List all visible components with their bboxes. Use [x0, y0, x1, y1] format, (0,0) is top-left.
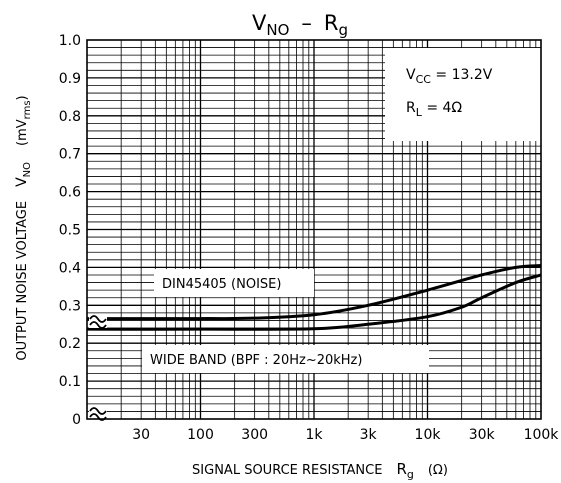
condition-rl-main: R [406, 100, 416, 116]
x-tick-label: 10k [415, 427, 442, 443]
y-tick-label: 0.3 [59, 298, 81, 314]
y-tick-label: 0 [72, 412, 81, 428]
condition-vcc-sub: CC [416, 73, 432, 86]
y-axis-label: OUTPUT NOISE VOLTAGE VNO (mVrms) [14, 95, 33, 360]
condition-vcc-value: = 13.2V [431, 67, 493, 83]
x-tick-label: 3k [360, 427, 378, 443]
x-axis-label-text: SIGNAL SOURCE RESISTANCE [192, 463, 382, 478]
condition-rl-sub: L [416, 106, 423, 119]
x-tick-labels: 30 100 300 1k 3k 10k 30k 100k [132, 427, 559, 443]
x-axis-symbol: R [396, 460, 406, 478]
series-label-box-0 [154, 269, 314, 297]
break-mark-1 [89, 406, 107, 421]
y-tick-label: 0.1 [59, 374, 81, 390]
y-axis-label-text: OUTPUT NOISE VOLTAGE [15, 201, 30, 361]
break-mark-wave [89, 321, 107, 329]
series-label-box-1 [142, 345, 429, 373]
x-tick-label: 300 [241, 427, 268, 443]
series-line-1 [86, 273, 542, 331]
condition-rl: RL = 4Ω [406, 100, 462, 119]
axis-break-marks [89, 314, 107, 421]
break-mark-0 [89, 314, 107, 329]
series-line-0 [86, 264, 542, 321]
chart-title: VNO – Rg [252, 11, 348, 39]
condition-vcc-main: V [406, 67, 416, 83]
x-tick-label: 30k [469, 427, 496, 443]
condition-rl-value: = 4Ω [422, 100, 463, 116]
x-tick-label: 1k [305, 427, 323, 443]
x-tick-label: 100k [524, 427, 560, 443]
title-main-sub: NO [266, 21, 289, 39]
break-mark-mask [89, 406, 107, 420]
y-axis-symbol: V [14, 177, 30, 187]
series-label-0: DIN45405 (NOISE) [162, 277, 281, 292]
y-axis-symbol-sub: NO [22, 162, 33, 177]
series-label-1: WIDE BAND (BPF : 20Hz~20kHz) [150, 353, 362, 368]
y-axis-unit-close: ) [15, 95, 30, 100]
y-tick-label: 0.2 [59, 336, 81, 352]
y-tick-labels: 0 0.1 0.2 0.3 0.4 0.5 0.6 0.7 0.8 0.9 1.0 [59, 33, 81, 428]
y-tick-label: 0.6 [59, 185, 81, 201]
break-mark-wave [89, 407, 107, 415]
x-axis-unit: (Ω) [428, 463, 448, 478]
y-axis-unit-sub: rms [22, 100, 33, 119]
plot-frame [86, 39, 542, 420]
title-r: R [324, 11, 339, 35]
y-tick-label: 0.5 [59, 223, 81, 239]
y-tick-label: 0.8 [59, 109, 81, 125]
y-tick-label: 1.0 [59, 33, 81, 49]
title-r-sub: g [338, 21, 348, 39]
title-main: V [252, 11, 267, 35]
break-mark-mask [89, 314, 107, 328]
y-tick-label: 0.9 [59, 71, 81, 87]
x-axis-symbol-sub: g [407, 468, 414, 481]
curves [86, 264, 542, 331]
y-tick-label: 0.4 [59, 260, 81, 276]
condition-vcc: VCC = 13.2V [406, 67, 493, 86]
x-tick-label: 30 [132, 427, 150, 443]
y-axis-unit: (mV [15, 119, 30, 146]
conditions-box [385, 48, 542, 141]
x-axis-label: SIGNAL SOURCE RESISTANCE Rg (Ω) [192, 460, 448, 481]
break-mark-wave [89, 315, 107, 323]
x-tick-label: 100 [187, 427, 214, 443]
y-tick-label: 0.7 [59, 147, 81, 163]
label-boxes: DIN45405 (NOISE) WIDE BAND (BPF : 20Hz~20… [142, 269, 429, 373]
title-sep: – [301, 11, 312, 35]
